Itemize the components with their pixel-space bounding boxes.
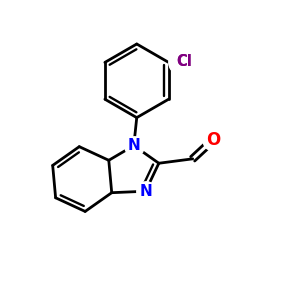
Text: O: O — [206, 131, 220, 149]
Text: N: N — [139, 184, 152, 199]
Text: Cl: Cl — [176, 54, 192, 69]
Text: N: N — [128, 138, 140, 153]
Text: Cl: Cl — [176, 54, 192, 69]
